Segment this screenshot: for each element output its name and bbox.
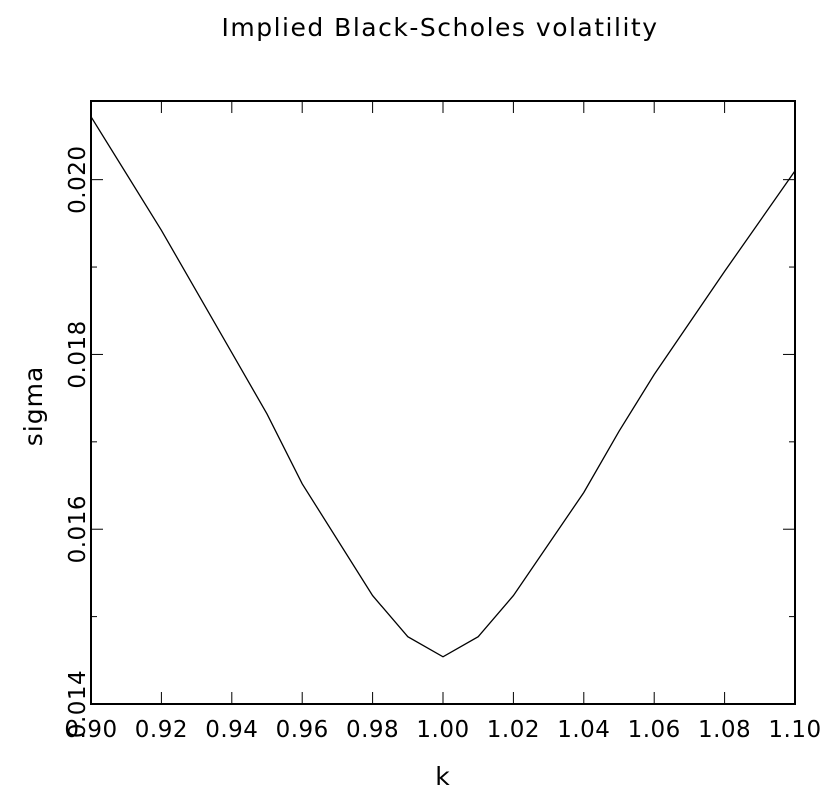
x-tick-label: 0.94 [205,717,258,743]
x-tick-label: 1.00 [416,717,469,743]
x-tick-label: 1.02 [487,717,540,743]
x-tick-label: 1.04 [557,717,610,743]
y-tick-label: 0.020 [65,145,91,213]
ticks [90,101,796,705]
x-tick-label: 1.08 [698,717,751,743]
y-tick-label: 0.018 [65,320,91,388]
y-tick-label: 0.014 [65,670,91,738]
x-tick-label: 1.10 [768,717,821,743]
y-tick-labels: 0.014 0.016 0.018 0.020 [65,145,91,738]
plot-frame [90,100,796,705]
x-tick-label: 0.92 [135,717,188,743]
y-tick-label: 0.016 [65,495,91,563]
x-tick-label: 0.90 [64,717,117,743]
y-axis-label: sigma [19,366,48,447]
series-line [90,116,796,658]
x-tick-label: 1.06 [628,717,681,743]
x-tick-label: 0.96 [276,717,329,743]
x-tick-label: 0.98 [346,717,399,743]
x-axis-label: k [435,762,450,791]
x-tick-labels: 0.90 0.92 0.94 0.96 0.98 1.00 1.02 1.04 1.06 1.08… [64,717,821,743]
chart-title: Implied Black-Scholes volatility [222,13,659,42]
